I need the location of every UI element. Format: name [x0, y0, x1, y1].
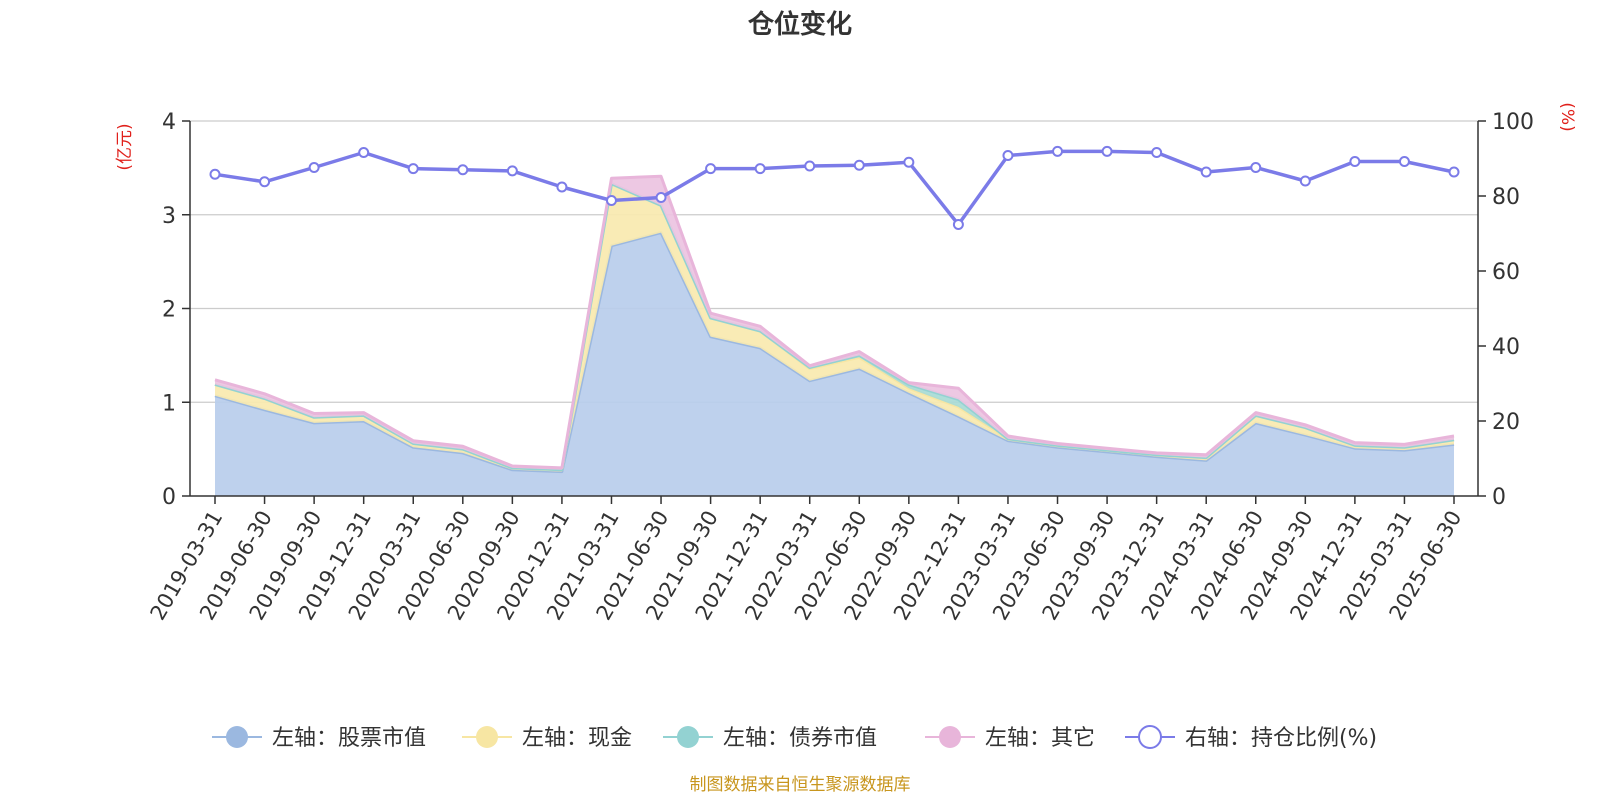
- legend-marker: [226, 726, 248, 748]
- line-point: [1398, 156, 1410, 167]
- line-point: [1349, 156, 1361, 167]
- right-tick-label: 40: [1492, 335, 1520, 360]
- legend-label: 左轴：债券市值: [723, 726, 877, 751]
- line-point: [308, 162, 320, 173]
- line-point: [754, 163, 766, 175]
- legend-item: 左轴：其它: [925, 726, 1095, 751]
- legend-item: 右轴：持仓比例(%): [1125, 725, 1377, 751]
- line-point: [853, 159, 865, 171]
- line-point: [705, 163, 717, 175]
- legend-marker: [1138, 725, 1162, 749]
- line-point: [358, 147, 370, 158]
- right-tick-label: 60: [1492, 260, 1520, 285]
- legend-marker: [939, 726, 961, 748]
- area-layer: [214, 174, 1455, 496]
- legend-label: 右轴：持仓比例(%): [1185, 726, 1377, 751]
- line-point: [259, 176, 271, 188]
- line-point: [209, 168, 221, 180]
- legend-item: 左轴：债券市值: [663, 726, 877, 751]
- line-point: [605, 195, 617, 206]
- left-tick-label: 3: [162, 204, 176, 229]
- right-tick-label: 0: [1492, 485, 1506, 510]
- legend-item: 左轴：现金: [462, 726, 632, 751]
- line-point: [506, 165, 518, 177]
- line-point: [407, 163, 419, 175]
- line-point: [1448, 166, 1460, 178]
- line-右轴：持仓比例(%): [214, 149, 1455, 227]
- line-point: [556, 181, 568, 193]
- line-point: [1250, 162, 1262, 173]
- area-左轴：股票市值: [215, 232, 1454, 496]
- line-point: [457, 164, 469, 176]
- right-tick-label: 80: [1492, 185, 1520, 210]
- source-note: 制图数据来自恒生聚源数据库: [690, 775, 911, 795]
- line-point: [903, 156, 915, 168]
- legend-marker: [677, 726, 699, 748]
- line-point: [804, 160, 816, 172]
- legend-label: 左轴：其它: [985, 726, 1095, 751]
- right-tick-label: 100: [1492, 110, 1534, 135]
- line-layer: [209, 145, 1460, 230]
- line-point: [952, 219, 964, 230]
- line-point: [1299, 175, 1311, 187]
- line-point: [1200, 166, 1212, 178]
- legend-item: 左轴：股票市值: [212, 726, 426, 751]
- left-tick-label: 1: [162, 391, 176, 416]
- legend-label: 左轴：现金: [522, 726, 632, 751]
- line-point: [1101, 145, 1113, 157]
- legend-label: 左轴：股票市值: [272, 726, 426, 751]
- left-tick-label: 2: [162, 298, 176, 323]
- left-tick-label: 4: [162, 110, 176, 135]
- chart-title: 仓位变化: [747, 9, 852, 40]
- left-axis-unit: (亿元): [115, 123, 135, 170]
- line-point: [1052, 145, 1064, 157]
- line-point: [655, 192, 667, 203]
- right-tick-label: 20: [1492, 410, 1520, 435]
- line-point: [1151, 147, 1163, 158]
- right-axis-unit: (%): [1557, 102, 1577, 131]
- line-point: [1002, 150, 1014, 161]
- legend-marker: [476, 726, 498, 748]
- left-tick-label: 0: [162, 485, 176, 510]
- legend: 左轴：股票市值 左轴：现金 左轴：债券市值 左轴：其它 右轴：持仓比例(%): [212, 725, 1377, 751]
- area-edge-左轴：其它: [214, 174, 1455, 470]
